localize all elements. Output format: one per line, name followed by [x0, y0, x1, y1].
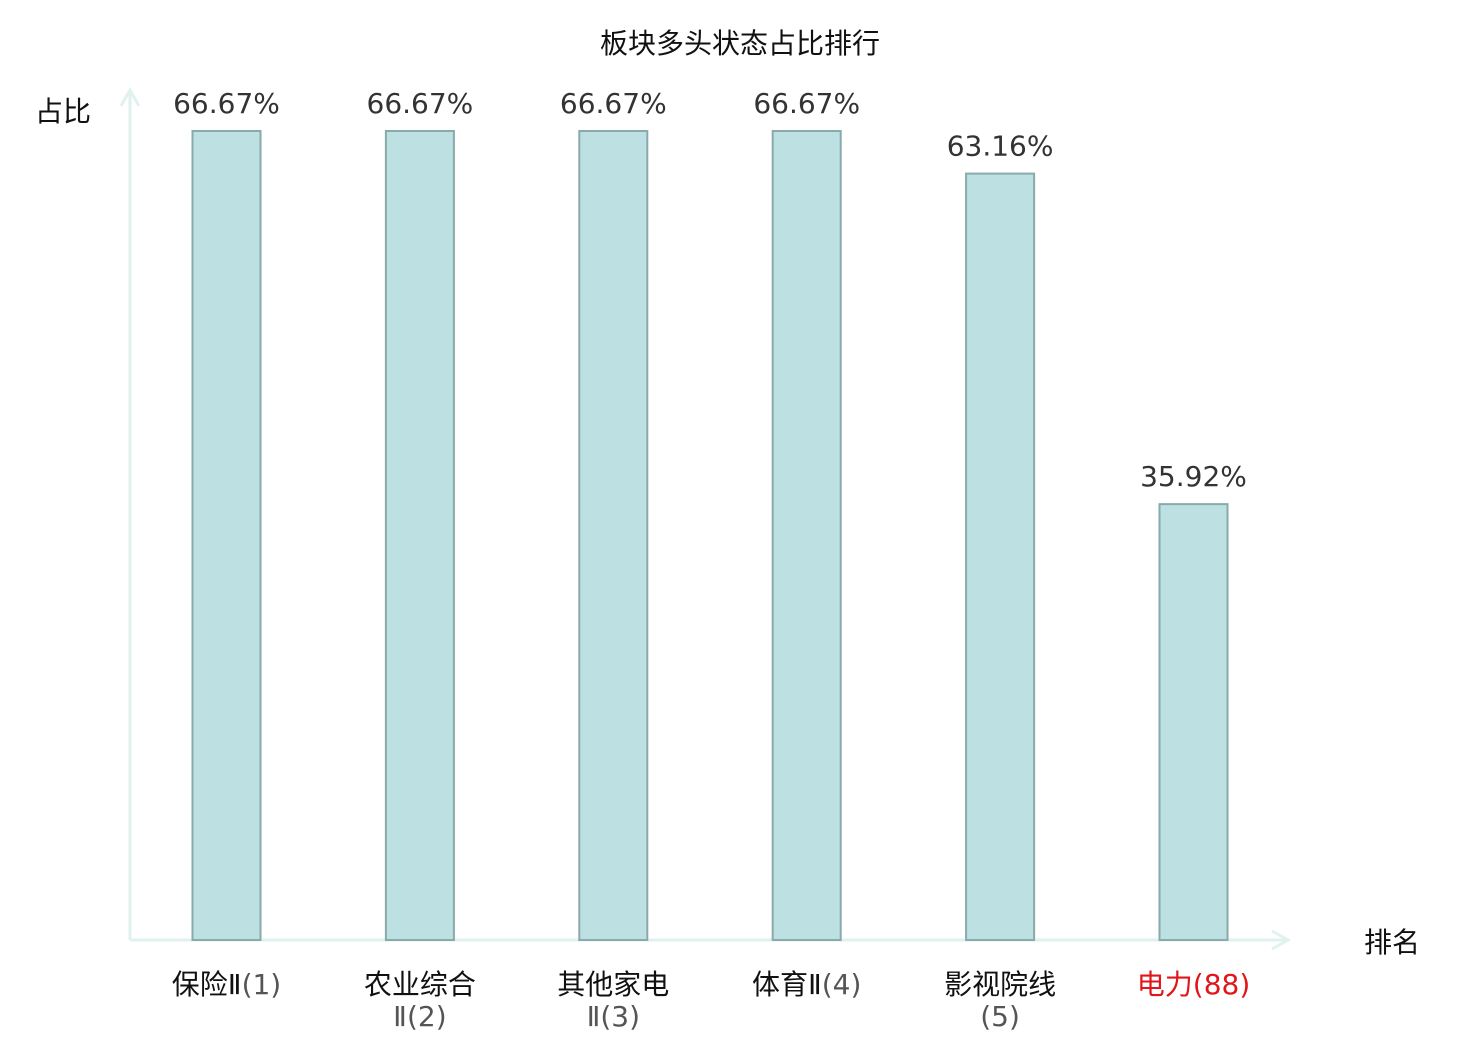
category-name: 电力	[1137, 968, 1193, 1001]
bar-value-label: 66.67%	[753, 87, 860, 120]
y-axis-label: 占比	[35, 95, 91, 128]
category-rank-label: (5)	[980, 1000, 1020, 1033]
category-label: 保险Ⅱ(1)	[172, 968, 281, 1001]
y-axis-arrow	[119, 86, 141, 107]
category-rank: (4)	[822, 968, 862, 1001]
bar	[578, 130, 649, 941]
category-name: 保险Ⅱ	[172, 968, 242, 1001]
category-label: 农业综合	[364, 968, 476, 1001]
category-label: 影视院线	[944, 968, 1056, 1001]
category-rank: (1)	[242, 968, 282, 1001]
category-label: 其他家电	[557, 968, 669, 1001]
axes	[119, 86, 1292, 951]
category-rank-label: Ⅱ(3)	[587, 1000, 640, 1033]
category-rank-label: Ⅱ(2)	[393, 1000, 446, 1033]
bar	[771, 130, 842, 941]
bar	[384, 130, 455, 941]
bar-value-label: 66.67%	[173, 87, 280, 120]
bar-value-label: 66.67%	[367, 87, 474, 120]
category-label: 体育Ⅱ(4)	[752, 968, 861, 1001]
bar-value-label: 66.67%	[560, 87, 667, 120]
value-labels-group: 66.67% 66.67% 66.67% 66.67% 63.16% 35.92%	[173, 87, 1247, 493]
category-rank: (88)	[1193, 968, 1250, 1001]
bar	[191, 130, 262, 941]
category-name: 体育Ⅱ	[752, 968, 822, 1001]
bar-value-label: 35.92%	[1140, 460, 1247, 493]
chart-title: 板块多头状态占比排行	[600, 27, 880, 60]
category-label: 电力(88)	[1137, 968, 1251, 1001]
bar	[965, 172, 1036, 941]
x-axis-label: 排名	[1364, 926, 1420, 959]
bar-value-label: 63.16%	[947, 130, 1054, 163]
x-axis-arrow	[1271, 929, 1292, 951]
bars-group	[191, 130, 1229, 941]
bar	[1158, 503, 1229, 941]
